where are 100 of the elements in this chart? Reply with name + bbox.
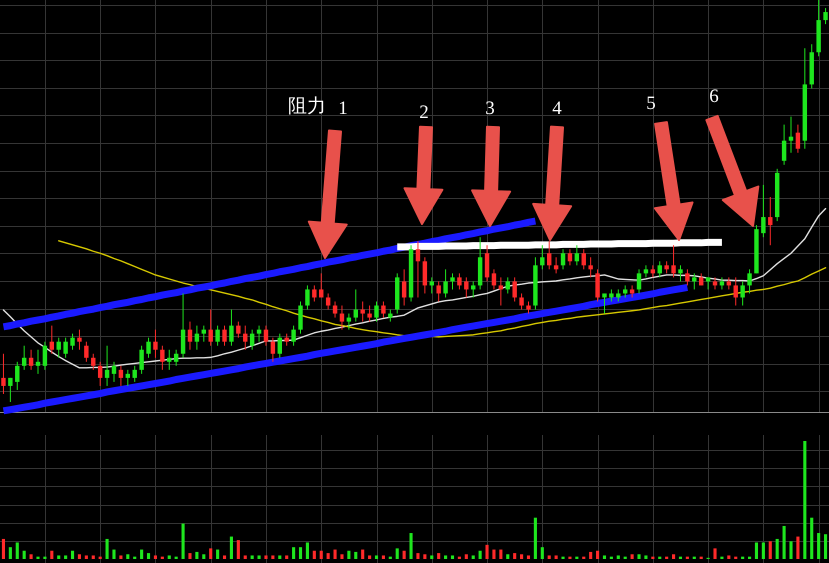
candlestick — [823, 8, 828, 25]
bar — [368, 555, 372, 559]
candlestick — [63, 337, 68, 358]
candlestick — [194, 325, 200, 350]
candlestick — [734, 276, 738, 306]
bar — [361, 550, 364, 559]
bar — [478, 550, 482, 559]
bar — [347, 550, 350, 559]
candlestick — [118, 365, 124, 386]
bar — [195, 552, 198, 559]
bar — [146, 553, 150, 559]
candlestick — [202, 325, 206, 342]
candlestick — [788, 116, 794, 154]
bar — [548, 555, 551, 559]
candlestick — [450, 272, 455, 290]
candlestick — [340, 305, 344, 330]
bar — [312, 550, 316, 559]
candlestick — [305, 284, 310, 310]
bar — [326, 553, 330, 559]
bar — [506, 554, 510, 559]
bar — [464, 554, 468, 559]
candlestick — [270, 337, 276, 362]
bar — [450, 555, 454, 559]
bar — [334, 550, 337, 559]
candlestick — [609, 288, 614, 302]
bar — [244, 555, 247, 559]
candlestick — [712, 276, 718, 290]
bar — [106, 538, 109, 559]
bar — [602, 555, 606, 559]
bar — [423, 554, 426, 559]
bar — [30, 554, 33, 559]
bar — [382, 555, 385, 559]
candlestick — [574, 244, 580, 266]
candlestick — [112, 361, 116, 382]
bar — [202, 554, 206, 559]
bar — [554, 555, 558, 559]
candlestick — [430, 276, 434, 294]
candlestick — [492, 268, 496, 290]
bar — [354, 552, 358, 559]
candlestick — [706, 276, 710, 290]
candlestick — [602, 292, 607, 314]
bar — [182, 524, 185, 559]
candlestick — [264, 325, 268, 346]
candlestick — [650, 264, 656, 278]
candlestick — [664, 260, 669, 274]
candlestick — [56, 337, 61, 358]
annotation: 2 — [419, 102, 429, 123]
candlestick — [782, 124, 786, 166]
bar — [112, 550, 116, 559]
candlestick — [312, 284, 317, 302]
candlestick — [332, 301, 338, 318]
bar — [250, 555, 254, 559]
candlestick — [50, 325, 54, 354]
candlestick — [457, 272, 462, 290]
candlestick — [381, 301, 386, 318]
candlestick — [526, 301, 531, 314]
bar — [817, 533, 820, 559]
bar — [803, 441, 806, 559]
candlestick — [692, 272, 696, 290]
bar — [789, 541, 793, 559]
bar — [278, 555, 282, 559]
candlestick — [402, 268, 406, 306]
bar — [84, 555, 88, 559]
bar — [616, 555, 620, 559]
candlestick — [139, 345, 144, 374]
annotation: 5 — [646, 93, 656, 114]
bar — [637, 554, 641, 559]
bar — [499, 550, 502, 559]
candlestick — [126, 369, 130, 386]
candlestick — [761, 184, 766, 238]
bar — [437, 553, 440, 559]
candlestick — [588, 256, 593, 278]
bar — [92, 555, 95, 559]
annotation: 3 — [485, 98, 495, 119]
candlestick — [374, 301, 379, 322]
candlestick — [747, 268, 752, 294]
bar — [16, 542, 19, 559]
candlestick — [77, 329, 82, 350]
candlestick — [250, 329, 254, 350]
candlestick — [512, 276, 517, 302]
bar — [64, 555, 68, 559]
candlestick — [768, 196, 772, 246]
bar — [430, 555, 434, 559]
candlestick — [671, 244, 676, 278]
bar — [396, 548, 399, 559]
candlestick — [720, 276, 724, 290]
candlestick — [698, 272, 704, 286]
bar — [520, 554, 524, 559]
bar — [258, 555, 261, 559]
candlestick — [208, 309, 213, 346]
annotation: 4 — [552, 98, 562, 119]
candlestick — [740, 280, 745, 306]
candlestick — [284, 333, 289, 346]
candlestick — [256, 325, 262, 342]
bar — [776, 538, 779, 559]
candlestick — [616, 288, 621, 302]
candlestick — [222, 325, 227, 346]
bar — [298, 547, 302, 559]
candlestick — [678, 264, 683, 282]
candlestick — [636, 268, 642, 294]
